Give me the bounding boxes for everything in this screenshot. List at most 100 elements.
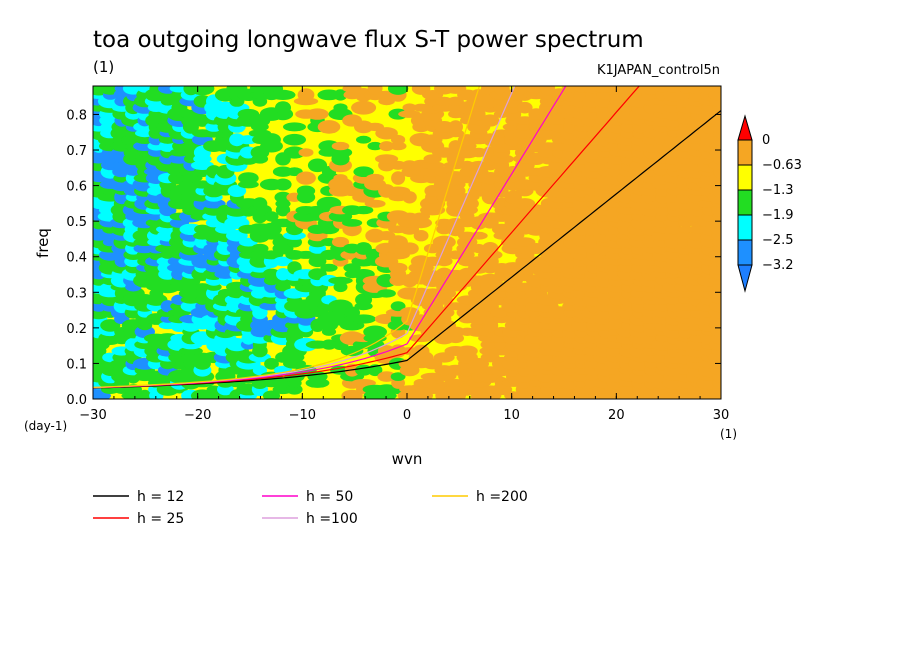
dispersion-curve: [93, 86, 481, 388]
y-tick-label: 0.4: [66, 251, 87, 266]
field-cell: [390, 372, 406, 381]
y-tick-label: 0.7: [66, 144, 87, 159]
field-cell: [193, 114, 211, 127]
field-cell: [447, 250, 464, 260]
field-cell: [420, 161, 445, 170]
field-cell: [274, 178, 292, 191]
field-cell: [252, 197, 268, 211]
y-tick-label: 0.6: [66, 180, 87, 195]
field-cell: [100, 319, 121, 332]
field-cell: [342, 219, 363, 227]
field-cell: [275, 101, 291, 115]
field-cell: [470, 147, 487, 158]
field-cell: [202, 198, 226, 209]
field-cell: [402, 191, 417, 204]
field-cell: [307, 158, 328, 173]
field-cell: [363, 325, 387, 339]
field-cell: [378, 97, 395, 106]
colorbar-label: −0.63: [762, 158, 802, 173]
field-cell: [351, 100, 377, 115]
field-cell: [402, 103, 417, 112]
field-cell: [328, 147, 353, 158]
field-cell: [148, 148, 165, 157]
field-cell: [252, 365, 267, 376]
field-cell: [413, 314, 429, 324]
field-cell: [413, 230, 429, 242]
field-cell: [432, 235, 456, 249]
legend-label: h =200: [476, 489, 528, 505]
legend-label: h =100: [306, 511, 358, 527]
field-cell: [264, 211, 279, 222]
field-cell: [448, 120, 464, 134]
legend-label: h = 50: [306, 489, 353, 505]
y-tick-label: 0.0: [66, 393, 87, 408]
field-cell: [331, 236, 350, 248]
field-cell: [471, 243, 486, 254]
field-cell: [137, 389, 152, 399]
field-cell: [321, 339, 337, 350]
y-axis-label: freq: [34, 228, 52, 258]
field-cell: [712, 86, 721, 93]
plot-area: [93, 86, 721, 399]
colorbar-swatch: [737, 164, 753, 191]
field-cell: [273, 256, 293, 267]
dispersion-curves: [93, 86, 721, 389]
field-cell: [194, 283, 211, 291]
field-cell: [146, 186, 166, 196]
field-cell: [678, 225, 694, 234]
field-cell: [283, 133, 306, 146]
field-cell: [320, 263, 338, 272]
dispersion-curve: [93, 110, 721, 389]
x-tick-label: −20: [184, 408, 211, 423]
colorbar-swatch: [737, 189, 753, 216]
field-cell: [446, 326, 466, 337]
field-cell: [356, 135, 372, 144]
y-tick-label: 0.8: [66, 108, 87, 123]
field-cell: [434, 121, 454, 133]
field-cell: [469, 160, 489, 170]
chart-subtitle: (1): [93, 58, 114, 76]
field-cell: [375, 154, 399, 164]
field-cell: [489, 154, 514, 164]
field-cell: [456, 345, 478, 357]
y-tick-label: 0.5: [66, 215, 87, 230]
x-tick-label: 10: [503, 408, 520, 423]
field-cell: [410, 217, 432, 229]
y-tick-label: 0.3: [66, 286, 87, 301]
colorbar-label: −2.5: [762, 233, 794, 248]
field-cell: [351, 314, 377, 324]
field-cell: [457, 236, 478, 248]
field-cell: [353, 205, 374, 215]
field-cell: [262, 133, 281, 147]
field-cell: [229, 133, 245, 147]
field-cell: [296, 185, 316, 197]
legend-label: h = 12: [137, 489, 184, 505]
field-cell: [447, 96, 464, 107]
field-cell: [400, 242, 419, 255]
field-cell: [379, 141, 395, 152]
field-cell: [251, 243, 269, 254]
field-cell: [620, 121, 637, 133]
field-cell: [283, 122, 306, 132]
chart-title: toa outgoing longwave flux S-T power spe…: [93, 27, 644, 53]
field-cell: [238, 172, 259, 185]
colorbar-swatch: [737, 139, 753, 166]
field-cell: [389, 160, 407, 170]
field-cell: [317, 120, 341, 134]
field-cell: [351, 379, 376, 387]
field-cell: [711, 295, 721, 304]
field-cell: [517, 101, 533, 114]
field-cell: [160, 250, 175, 259]
field-cell: [333, 103, 348, 112]
field-cell: [366, 173, 385, 183]
field-cell: [227, 184, 247, 197]
field-cell: [387, 86, 409, 95]
field-cell: [343, 263, 361, 273]
field-cell: [664, 294, 685, 305]
x-tick-label: 20: [608, 408, 625, 423]
field-cell: [296, 171, 316, 185]
y-axis-unit: (day-1): [24, 419, 67, 433]
field-cell: [298, 148, 314, 157]
field-cell: [328, 276, 353, 285]
